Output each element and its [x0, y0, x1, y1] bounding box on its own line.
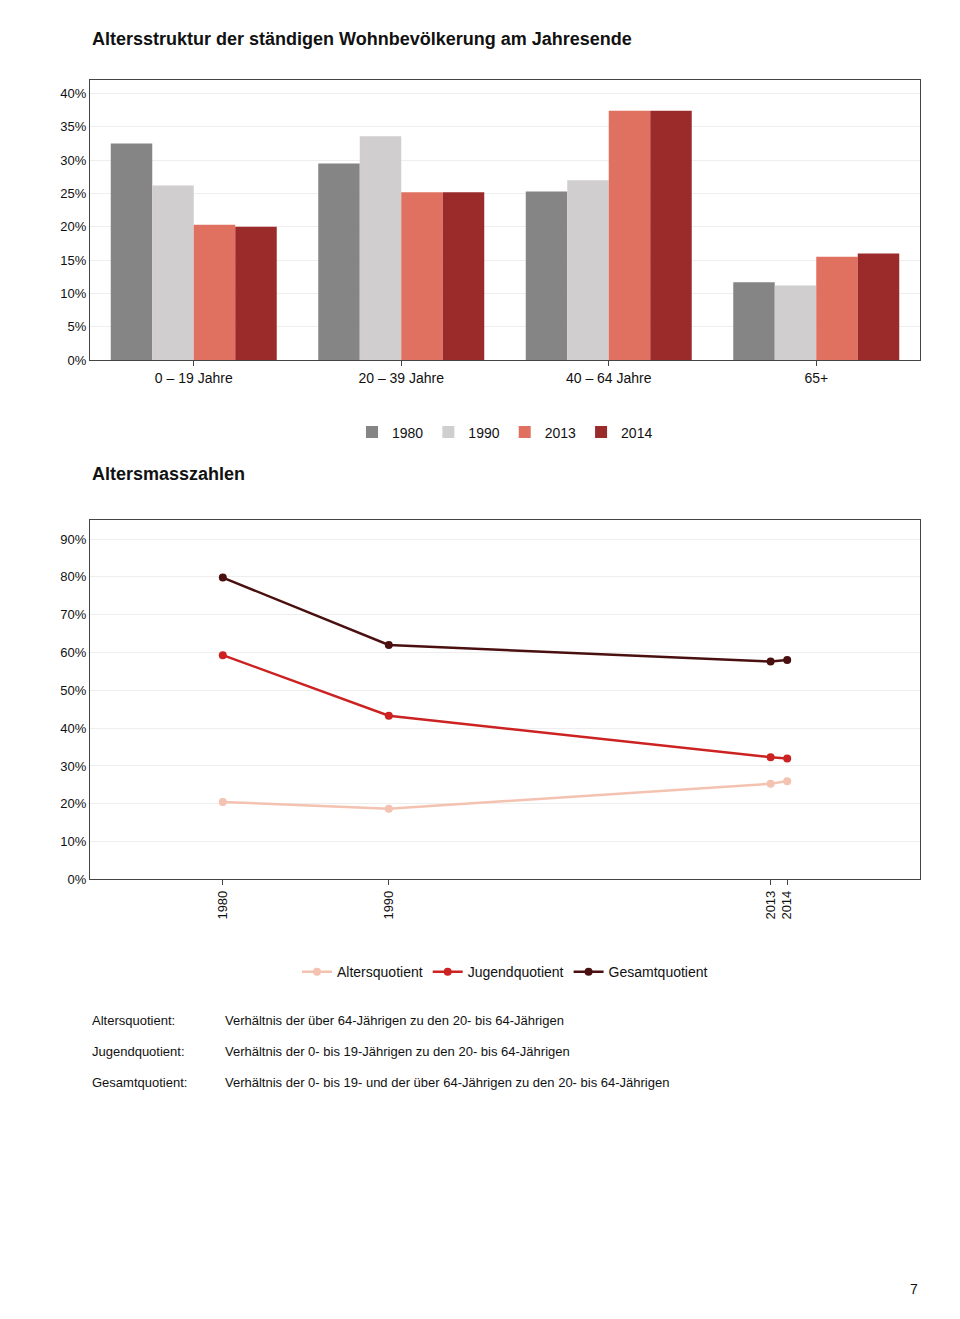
- svg-text:15%: 15%: [60, 253, 86, 268]
- svg-text:70%: 70%: [60, 607, 86, 622]
- svg-text:65+: 65+: [804, 370, 828, 386]
- svg-text:Altersquotient:: Altersquotient:: [92, 1013, 175, 1028]
- svg-text:1990: 1990: [381, 891, 396, 920]
- svg-text:30%: 30%: [60, 153, 86, 168]
- svg-text:Altersstruktur der ständigen W: Altersstruktur der ständigen Wohnbevölke…: [92, 29, 632, 49]
- svg-text:20%: 20%: [60, 796, 86, 811]
- svg-text:2013: 2013: [763, 891, 778, 920]
- svg-text:1980: 1980: [215, 891, 230, 920]
- svg-text:10%: 10%: [60, 834, 86, 849]
- svg-text:Jugendquotient:: Jugendquotient:: [92, 1044, 185, 1059]
- svg-text:30%: 30%: [60, 759, 86, 774]
- svg-text:1980: 1980: [392, 425, 423, 441]
- svg-text:40%: 40%: [60, 721, 86, 736]
- svg-text:90%: 90%: [60, 532, 86, 547]
- svg-text:Altersmasszahlen: Altersmasszahlen: [92, 464, 245, 484]
- svg-text:60%: 60%: [60, 645, 86, 660]
- svg-text:7: 7: [910, 1281, 918, 1297]
- svg-text:Altersquotient: Altersquotient: [337, 964, 423, 980]
- svg-text:0 – 19 Jahre: 0 – 19 Jahre: [155, 370, 233, 386]
- svg-text:0%: 0%: [68, 872, 87, 887]
- svg-text:Gesamtquotient:: Gesamtquotient:: [92, 1075, 187, 1090]
- svg-text:25%: 25%: [60, 186, 86, 201]
- svg-text:0%: 0%: [68, 353, 87, 368]
- svg-text:80%: 80%: [60, 569, 86, 584]
- svg-text:Verhältnis der 0- bis 19-Jähri: Verhältnis der 0- bis 19-Jährigen zu den…: [225, 1044, 570, 1059]
- svg-text:2014: 2014: [779, 891, 794, 920]
- svg-text:50%: 50%: [60, 683, 86, 698]
- svg-text:40 – 64 Jahre: 40 – 64 Jahre: [566, 370, 652, 386]
- svg-text:Gesamtquotient: Gesamtquotient: [609, 964, 708, 980]
- svg-text:1990: 1990: [468, 425, 499, 441]
- svg-text:20%: 20%: [60, 219, 86, 234]
- svg-text:5%: 5%: [68, 319, 87, 334]
- svg-text:10%: 10%: [60, 286, 86, 301]
- svg-text:Verhältnis der 0- bis 19- und: Verhältnis der 0- bis 19- und der über 6…: [225, 1075, 669, 1090]
- svg-text:2014: 2014: [621, 425, 652, 441]
- svg-text:2013: 2013: [545, 425, 576, 441]
- svg-text:40%: 40%: [60, 86, 86, 101]
- svg-text:Verhältnis der über 64-Jährige: Verhältnis der über 64-Jährigen zu den 2…: [225, 1013, 564, 1028]
- svg-text:35%: 35%: [60, 119, 86, 134]
- svg-text:20 – 39 Jahre: 20 – 39 Jahre: [358, 370, 444, 386]
- svg-text:Jugendquotient: Jugendquotient: [468, 964, 564, 980]
